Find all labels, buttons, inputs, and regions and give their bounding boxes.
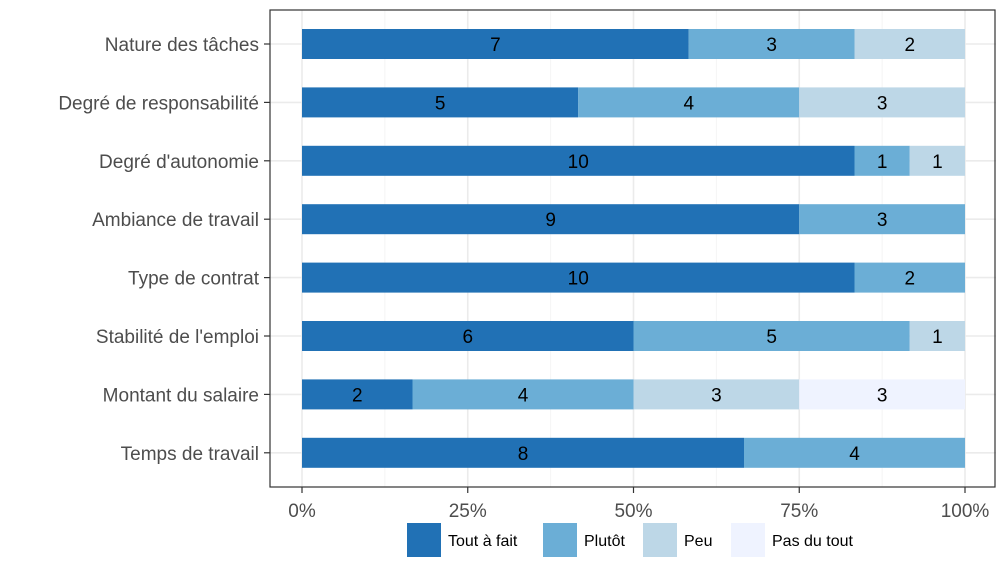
bar-segment	[302, 379, 413, 410]
bar-segment	[578, 87, 800, 118]
x-tick-label: 25%	[449, 501, 487, 522]
bar-value-label: 1	[932, 152, 943, 173]
bar-segment	[412, 379, 634, 410]
legend-label: Peu	[684, 533, 712, 550]
y-tick-label: Degré d'autonomie	[99, 152, 259, 173]
bar-segment	[688, 29, 855, 59]
bar-segment	[854, 145, 910, 176]
y-tick-label: Ambiance de travail	[92, 210, 259, 231]
y-tick-label: Type de contrat	[128, 269, 260, 290]
bar-segment	[744, 437, 965, 468]
gridlines	[270, 10, 996, 487]
x-tick-label: 100%	[941, 501, 990, 522]
bar-segment	[854, 29, 965, 59]
plot-border	[269, 9, 996, 488]
bar-value-label: 8	[518, 444, 529, 465]
legend-label: Plutôt	[584, 533, 625, 550]
axes: Nature des tâches Degré de responsabilité…	[58, 9, 996, 522]
bar-segment	[909, 145, 965, 176]
y-tick-label: Montant du salaire	[103, 385, 259, 406]
bar-segment	[633, 321, 910, 351]
bar-segment	[302, 145, 855, 176]
bar-value-label: 2	[352, 385, 363, 406]
bar-value-label: 3	[766, 35, 777, 56]
bar-value-label: 4	[849, 444, 860, 465]
bar-segment	[302, 87, 579, 118]
bar-value-label: 9	[545, 210, 556, 231]
bar-value-label: 2	[904, 269, 915, 290]
bar-value-label: 7	[490, 35, 501, 56]
legend-swatch	[643, 523, 677, 557]
bar-value-label: 3	[711, 385, 722, 406]
bar-value-label: 10	[568, 152, 589, 173]
legend-swatch	[543, 523, 577, 557]
y-tick-label: Degré de responsabilité	[58, 93, 259, 114]
legend-label: Tout à fait	[448, 533, 518, 550]
bar-segment	[854, 262, 965, 293]
bar-value-label: 2	[904, 35, 915, 56]
bar-value-label: 3	[877, 210, 888, 231]
bar-value-label: 5	[766, 327, 777, 348]
x-tick-label: 50%	[614, 501, 652, 522]
bar-value-label: 10	[568, 269, 589, 290]
bar-segment	[302, 204, 800, 235]
bar-value-label: 4	[518, 385, 529, 406]
y-tick-label: Nature des tâches	[105, 35, 259, 56]
bar-value-label: 1	[877, 152, 888, 173]
y-tick-label: Temps de travail	[121, 444, 259, 465]
bar-segment	[302, 321, 634, 351]
bar-value-label: 6	[462, 327, 473, 348]
bar-segment	[909, 321, 965, 351]
legend-swatch	[407, 523, 441, 557]
bar-segment	[302, 437, 744, 468]
bars	[302, 29, 965, 468]
y-tick-label: Stabilité de l'emploi	[96, 327, 259, 348]
legend-label: Pas du tout	[772, 533, 854, 550]
bar-segment	[799, 204, 965, 235]
bar-value-label: 4	[683, 93, 694, 114]
bar-segment	[302, 262, 855, 293]
bar-value-label: 3	[877, 385, 888, 406]
bar-value-labels: 7 3 2 5 4 3 10 1 1 9 3 10 2 6 5 1 2 4 3 3 8 4	[352, 35, 943, 465]
bar-value-label: 3	[877, 93, 888, 114]
x-tick-label: 0%	[288, 501, 316, 522]
x-tick-label: 75%	[780, 501, 818, 522]
bar-segment	[799, 379, 965, 410]
bar-value-label: 1	[932, 327, 943, 348]
bar-segment	[633, 379, 800, 410]
legend: Tout à fait Plutôt Peu Pas du tout	[407, 523, 854, 557]
legend-swatch	[731, 523, 765, 557]
bar-value-label: 5	[435, 93, 446, 114]
bar-segment	[302, 29, 689, 59]
bar-segment	[799, 87, 965, 118]
